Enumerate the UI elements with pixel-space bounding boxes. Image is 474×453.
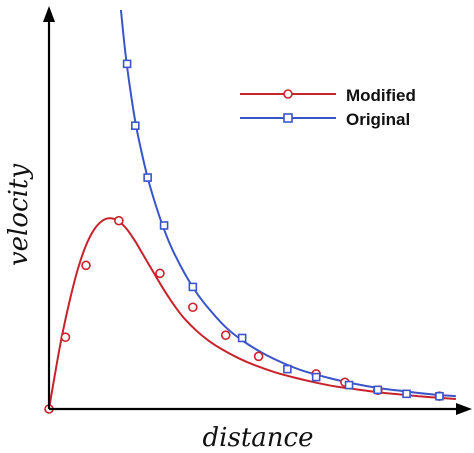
plot-markers xyxy=(44,59,445,414)
data-point-modified xyxy=(253,351,264,362)
legend-label-original: Original xyxy=(346,110,410,129)
data-point-original xyxy=(131,121,140,131)
axes xyxy=(43,6,472,415)
legend-entry-modified: Modified xyxy=(240,86,416,105)
x-axis-arrow xyxy=(456,403,472,415)
data-point-original xyxy=(143,173,152,182)
data-point-original xyxy=(373,385,383,395)
y-axis-arrow xyxy=(43,6,55,22)
legend: Modified Original xyxy=(240,86,416,129)
data-point-modified xyxy=(220,330,231,340)
data-point-modified xyxy=(114,215,124,226)
data-point-modified xyxy=(188,302,198,313)
data-point-original xyxy=(188,282,198,292)
y-axis-label: velocity xyxy=(4,164,34,266)
legend-marker-modified xyxy=(283,89,293,99)
legend-label-modified: Modified xyxy=(346,86,416,105)
x-axis-label: distance xyxy=(203,423,314,453)
legend-marker-original xyxy=(283,113,293,123)
data-point-modified xyxy=(60,332,71,342)
data-point-modified xyxy=(155,268,165,279)
series-line-original xyxy=(119,9,456,398)
data-point-original xyxy=(435,391,444,401)
data-point-original xyxy=(159,221,169,230)
data-point-original xyxy=(122,59,132,69)
data-point-original xyxy=(283,364,292,374)
data-point-original xyxy=(311,372,321,382)
legend-entry-original: Original xyxy=(240,110,410,129)
data-point-original xyxy=(237,333,247,343)
data-point-modified xyxy=(81,260,91,271)
data-point-original xyxy=(344,380,354,390)
series-line-modified xyxy=(48,217,456,410)
plot-curves xyxy=(48,9,456,410)
data-point-original xyxy=(402,389,411,399)
